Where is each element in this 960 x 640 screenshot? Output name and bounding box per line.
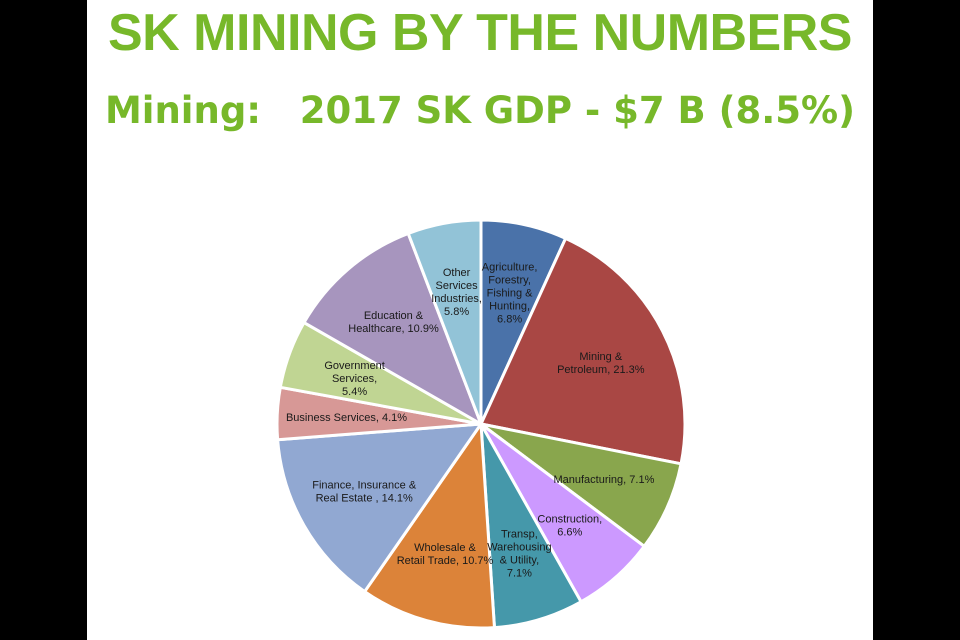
- pie-slice-mining-petroleum: [479, 236, 687, 466]
- pie-label-government-services: Government Services, 5.4%: [324, 360, 385, 398]
- pie-slice-finance-insurance-real-estate: [276, 422, 483, 594]
- pie-labels: Agriculture, Forestry, Fishing & Hunting, 6.…: [286, 261, 655, 579]
- pie-slice-wholesale-retail-trade: [363, 422, 496, 630]
- pie-slice-education-healthcare: [302, 231, 483, 426]
- pie-label-manufacturing: Manufacturing, 7.1%: [553, 474, 654, 486]
- slide: SK MINING BY THE NUMBERS Mining: 2017 SK…: [87, 0, 873, 640]
- pie-label-business-services: Business Services, 4.1%: [286, 412, 407, 424]
- pie-label-construction: Construction, 6.6%: [537, 514, 602, 539]
- pie-slice-other-services-industries: [406, 218, 483, 426]
- pie-label-education-healthcare: Education & Healthcare, 10.9%: [348, 310, 439, 335]
- pie-slices: [275, 218, 687, 630]
- pie-label-finance-insurance-real-estate: Finance, Insurance & Real Estate , 14.1%: [312, 480, 417, 505]
- pie-label-transp-warehousing-utility: Transp, Warehousing & Utility, 7.1%: [487, 529, 551, 580]
- pie-label-mining-petroleum: Mining & Petroleum, 21.3%: [557, 351, 645, 376]
- pie-label-agriculture-forestry-fishing-hunting: Agriculture, Forestry, Fishing & Hunting, 6.…: [482, 261, 538, 325]
- slide-title: SK MINING BY THE NUMBERS: [108, 4, 852, 62]
- pie-label-wholesale-retail-trade: Wholesale & Retail Trade, 10.7%: [397, 542, 494, 567]
- pie-chart: Agriculture, Forestry, Fishing & Hunting, 6.…: [275, 218, 687, 630]
- slide-subtitle: Mining: 2017 SK GDP - $7 B (8.5%): [104, 89, 856, 132]
- pie-label-other-services-industries: Other Services Industries, 5.8%: [431, 267, 482, 318]
